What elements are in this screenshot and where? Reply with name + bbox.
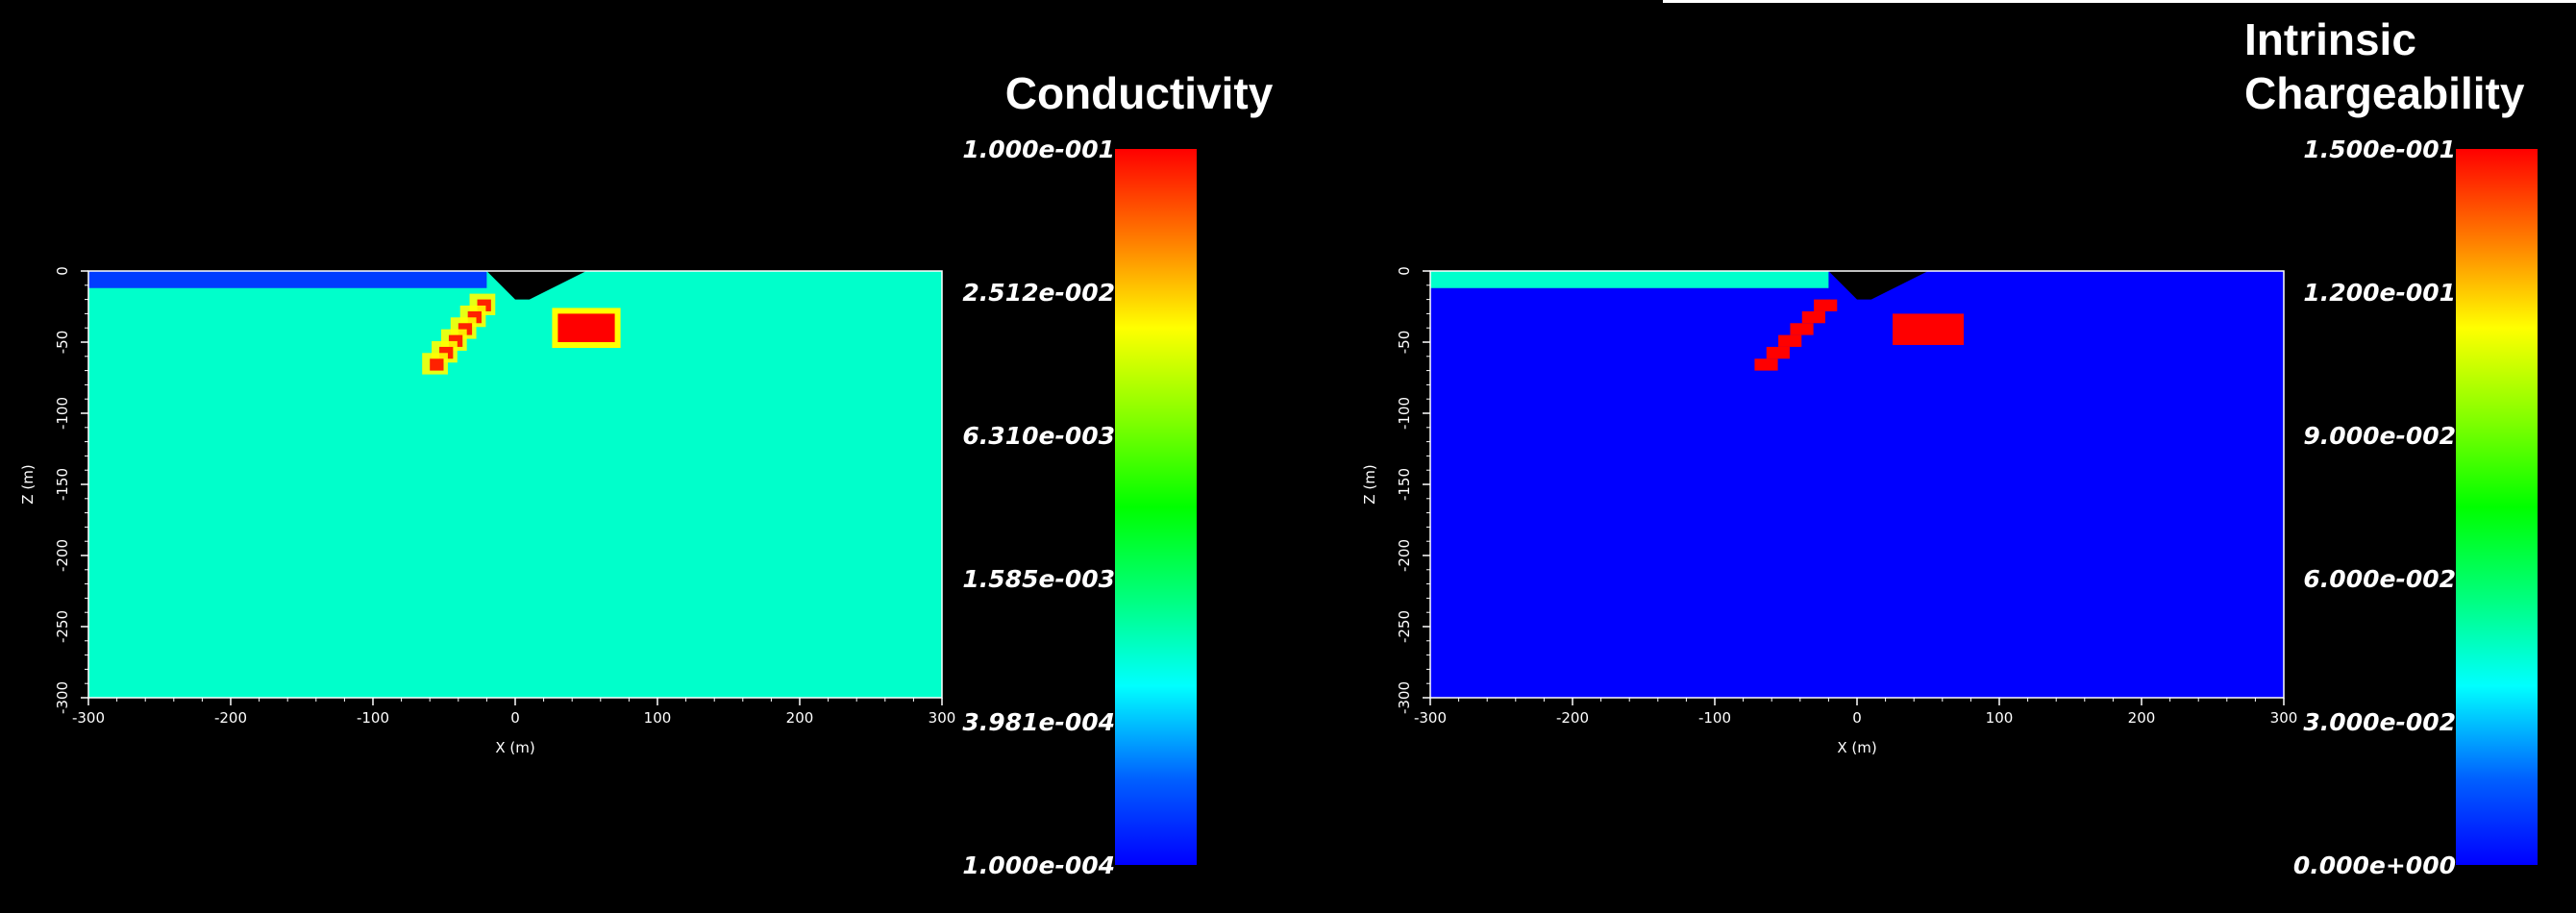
y-tick-label: -200 [54,539,71,572]
x-tick-label: 200 [2128,709,2156,727]
x-tick-label: -300 [1414,709,1447,727]
block-anomaly [557,313,615,342]
y-tick-label: -100 [54,397,71,430]
surface-layer-cell [1430,271,1829,288]
conductivity-background [88,271,942,698]
colorbar-gradient [1115,149,1197,865]
conductivity-title: Conductivity [1005,68,1274,118]
x-tick-label: 200 [786,709,814,727]
chargeability-anomalies [1754,299,1964,371]
dipping-anomaly-cell [1801,310,1825,324]
chargeability-plot: -300 -200 -100 0 100 200 300 0-50-100-150-200-… [1361,266,2297,756]
y-tick-label: -100 [1396,397,1413,430]
x-tick-label: -100 [1698,709,1731,727]
colorbar-tick-label: 1.000e-004 [962,851,1115,879]
conductivity-anomalies [422,293,621,375]
colorbar-tick-label: 1.000e-001 [962,136,1115,163]
x-tick-label: -100 [357,709,389,727]
x-tick-label: 0 [1852,709,1862,727]
chargeability-panel: Intrinsic Chargeability -300 -200 -100 0 100… [1361,14,2538,879]
dipping-anomaly-cell [430,358,444,371]
colorbar-gradient [2456,149,2538,865]
x-tick-label: -300 [72,709,105,727]
top-edge-rule [1663,0,2576,3]
x-axis-ticks: -300 -200 -100 0 100 200 300 [72,698,955,727]
x-tick-label: 300 [929,709,956,727]
y-tick-label: -50 [54,331,71,355]
x-tick-label: -200 [1556,709,1589,727]
conductivity-plot: -300 -200 -100 0 100 200 300 0-50-100-150-200-… [19,266,955,756]
conductivity-colorbar: 1.000e-001 2.512e-002 6.310e-003 1.585e-003… [962,136,1197,879]
conductivity-panel: Conductivity -300 -200 -100 0 100 200 300 0 -50… [19,68,1274,879]
colorbar-tick-label: 9.000e-002 [2303,422,2456,450]
y-tick-label: -150 [1396,468,1413,501]
y-tick-label: -200 [1396,539,1413,572]
dipping-anomaly-cell [1766,346,1790,359]
colorbar-tick-label: 2.512e-002 [962,279,1115,307]
colorbar-tick-label: 1.200e-001 [2303,279,2456,307]
colorbar-tick-label: 0.000e+000 [2293,851,2456,879]
colorbar-labels: 1.000e-001 2.512e-002 6.310e-003 1.585e-003… [962,136,1115,879]
y-tick-label: -300 [1396,681,1413,714]
colorbar-tick-label: 1.585e-003 [962,565,1115,593]
y-tick-label: -50 [1396,331,1413,355]
x-tick-label: 100 [644,709,672,727]
colorbar-tick-label: 6.000e-002 [2303,565,2456,593]
dipping-anomaly-cell [1754,358,1778,371]
chargeability-colorbar: 1.500e-001 1.200e-001 9.000e-002 6.000e-002… [2293,136,2538,879]
x-axis-label: X (m) [1837,739,1876,756]
dipping-anomaly-cell [1814,299,1838,311]
colorbar-labels: 1.500e-001 1.200e-001 9.000e-002 6.000e-002… [2293,136,2456,879]
y-tick-label: 0 [1396,266,1413,276]
y-axis-label: Z (m) [1361,464,1378,504]
y-tick-label: 0 [54,266,71,276]
topography-notch [1828,271,1928,300]
dipping-anomaly-cell [1778,334,1802,347]
chargeability-title-line2: Chargeability [2244,68,2525,118]
surface-layer-cell [88,271,487,288]
conductivity-surface-layer [88,271,487,288]
dipping-anomaly-cell [1790,323,1814,335]
x-axis-ticks: -300 -200 -100 0 100 200 300 [1414,698,2297,727]
y-tick-label: -300 [54,681,71,714]
colorbar-tick-label: 6.310e-003 [962,422,1115,450]
y-axis-label: Z (m) [19,464,37,504]
x-tick-label: -200 [214,709,247,727]
x-tick-label: 300 [2270,709,2298,727]
chargeability-background [1430,271,2284,698]
colorbar-tick-label: 1.500e-001 [2303,136,2456,163]
x-tick-label: 100 [1986,709,2014,727]
x-axis-label: X (m) [495,739,534,756]
y-axis-ticks: 0 -50 -100 -150 -200 -250 -300 [54,266,88,714]
colorbar-tick-label: 3.981e-004 [962,708,1115,736]
x-tick-label: 0 [510,709,520,727]
y-axis-ticks: 0 -50 -100 -150 -200 -250 -300 [1396,266,1430,714]
topography-notch [486,271,586,300]
colorbar-tick-label: 3.000e-002 [2303,708,2456,736]
block-anomaly [1893,313,1964,345]
y-tick-label: -150 [54,468,71,501]
chargeability-surface-layer [1430,271,1829,288]
chargeability-title-line1: Intrinsic [2244,14,2416,64]
y-tick-label: -250 [1396,610,1413,643]
y-tick-label: -250 [54,610,71,643]
